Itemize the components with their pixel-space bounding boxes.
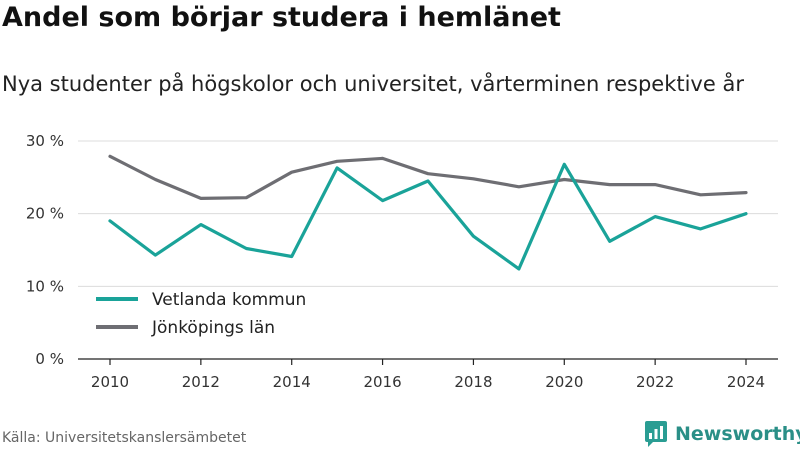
- line-chart: 0 % 10 % 20 % 30 % 2010 2012 2014 2016 2018 2020 2…: [26, 132, 778, 391]
- x-tick-label: 2024: [727, 373, 765, 391]
- x-tick-label: 2022: [636, 373, 674, 391]
- newsworthy-logo-icon: [645, 421, 667, 447]
- y-tick-label: 20 %: [26, 205, 64, 223]
- y-tick-label: 10 %: [26, 277, 64, 295]
- x-tick-label: 2012: [182, 373, 220, 391]
- chart-title: Andel som börjar studera i hemlänet: [2, 2, 561, 33]
- x-tick-label: 2014: [273, 373, 311, 391]
- x-tick-label: 2020: [545, 373, 583, 391]
- chart-subtitle: Nya studenter på högskolor och universit…: [2, 72, 744, 96]
- x-tick-label: 2010: [91, 373, 129, 391]
- x-tick-label: 2016: [363, 373, 401, 391]
- series-line-vetlanda-kommun: [108, 162, 748, 271]
- legend-label: Jönköpings län: [151, 318, 275, 338]
- x-tick-label: 2018: [454, 373, 492, 391]
- series-line-j-nk-pings-l-n: [108, 154, 748, 200]
- brand-name: Newsworthy: [675, 423, 800, 445]
- y-tick-label: 30 %: [26, 132, 64, 150]
- legend-label: Vetlanda kommun: [152, 290, 306, 310]
- brand-logo: Newsworthy: [644, 420, 800, 448]
- source-note: Källa: Universitetskanslersämbetet: [2, 430, 247, 446]
- y-tick-label: 0 %: [35, 350, 64, 368]
